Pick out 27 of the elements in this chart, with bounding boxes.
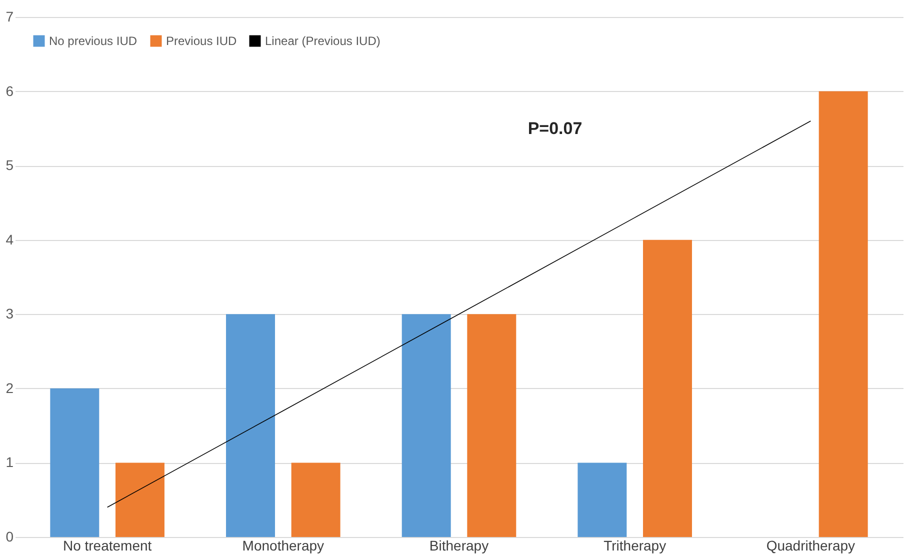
bar bbox=[467, 314, 516, 537]
bar bbox=[291, 462, 340, 537]
bar bbox=[50, 388, 100, 537]
y-tick-label: 7 bbox=[6, 8, 14, 24]
bar bbox=[402, 314, 451, 537]
bar bbox=[115, 462, 164, 537]
y-tick-label: 3 bbox=[6, 306, 14, 322]
legend-label: Previous IUD bbox=[166, 34, 238, 48]
bar bbox=[578, 462, 627, 537]
y-tick-label: 0 bbox=[6, 528, 14, 544]
bar bbox=[226, 314, 275, 537]
y-tick-label: 5 bbox=[6, 157, 14, 174]
annotation: P=0.07 bbox=[528, 119, 582, 138]
y-tick-label: 1 bbox=[6, 454, 14, 470]
x-tick-label: No treatement bbox=[62, 538, 152, 554]
legend-label: No previous IUD bbox=[49, 34, 138, 48]
legend-label: Linear (Previous IUD) bbox=[265, 34, 380, 48]
y-tick-label: 6 bbox=[6, 82, 14, 99]
y-tick-label: 2 bbox=[6, 380, 14, 396]
x-tick-label: Quadritherapy bbox=[766, 538, 856, 554]
bar bbox=[643, 240, 692, 537]
x-tick-label: Monotherapy bbox=[242, 538, 324, 554]
line-series bbox=[106, 120, 812, 508]
x-tick-label: Tritherapy bbox=[604, 538, 666, 554]
x-tick-label: Bitherapy bbox=[429, 538, 489, 554]
y-tick-label: 4 bbox=[6, 231, 14, 248]
bar bbox=[818, 91, 868, 537]
